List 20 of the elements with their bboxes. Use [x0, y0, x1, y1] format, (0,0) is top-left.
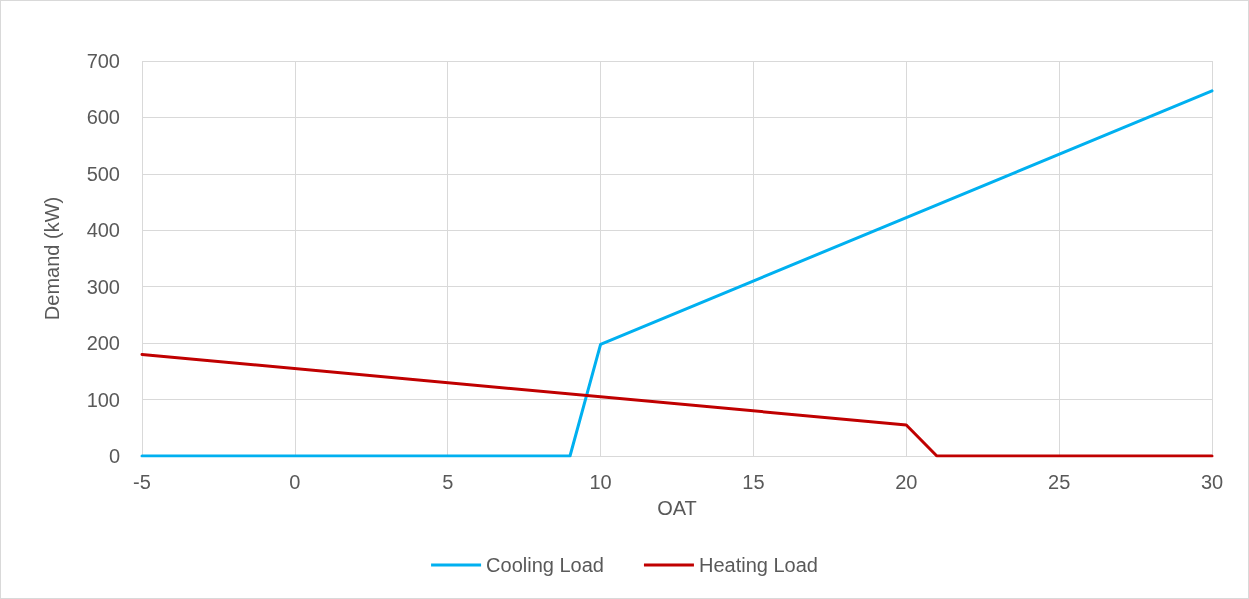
y-tick-label: 500 [86, 162, 120, 185]
legend-label: Cooling Load [486, 554, 604, 576]
y-tick-label: 700 [86, 50, 120, 72]
x-tick-label: -5 [133, 471, 151, 493]
x-tick-label: 20 [895, 471, 918, 493]
y-tick-label: 0 [108, 445, 120, 467]
y-tick-label: 300 [86, 275, 120, 298]
x-tick-label: 25 [1048, 471, 1071, 493]
y-tick-label: 600 [86, 106, 120, 129]
x-tick-label: 15 [742, 471, 765, 493]
x-axis-title: OAT [657, 497, 697, 519]
y-tick-label: 100 [86, 388, 120, 411]
x-tick-label: 30 [1200, 471, 1224, 493]
x-tick-label: 10 [589, 471, 612, 493]
legend-label: Heating Load [698, 554, 818, 576]
x-tick-label: 0 [289, 471, 301, 493]
y-tick-label: 400 [86, 219, 120, 242]
x-tick-label: 5 [442, 471, 454, 493]
y-axis-title: Demand (kW) [41, 196, 63, 321]
y-tick-label: 200 [86, 332, 120, 355]
